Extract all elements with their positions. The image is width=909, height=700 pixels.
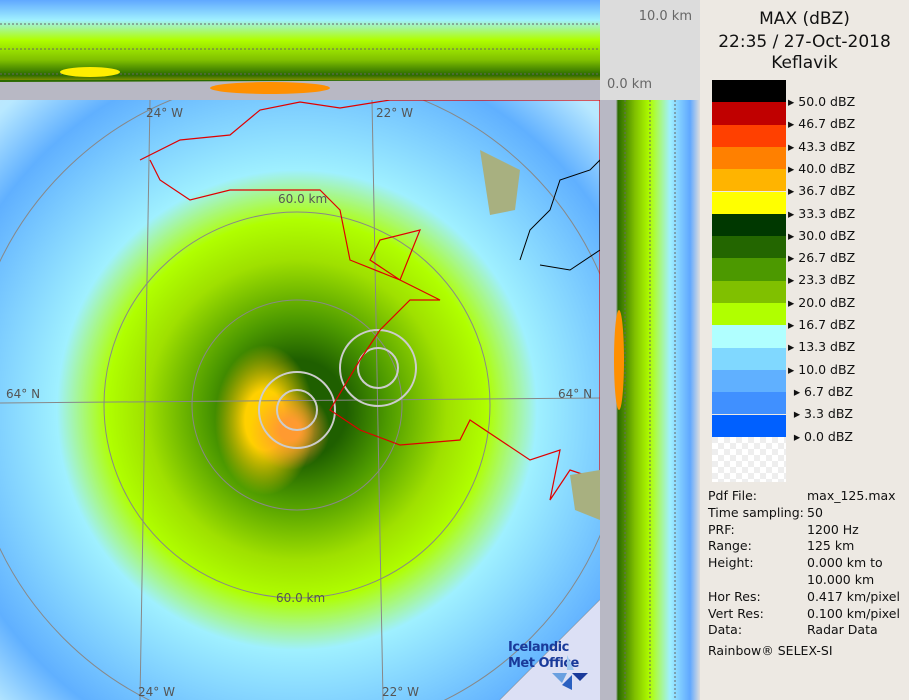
radar-map[interactable]: 24° W 22° W 60.0 km 64° N 64° N 60.0 km … [0, 100, 600, 700]
info-key: Vert Res: [708, 605, 764, 621]
info-key: Pdf File: [708, 488, 757, 503]
lon-label: 22° W [376, 106, 413, 120]
met-office-logo-icon [552, 655, 588, 690]
info-key: Height: [708, 555, 754, 571]
legend-swatch [712, 169, 786, 192]
legend-label: ▸ 46.7 dBZ [788, 116, 856, 132]
legend-label: ▸ 23.3 dBZ [788, 272, 856, 288]
legend-label: ▸ 20.0 dBZ [788, 294, 856, 310]
legend-label: ▸ 33.3 dBZ [788, 205, 856, 221]
legend-swatch [712, 258, 786, 281]
legend-swatch [712, 102, 786, 125]
info-value: 0.000 km to [807, 555, 883, 571]
legend-label: ▸ 30.0 dBZ [788, 227, 856, 243]
info-value: 10.000 km [807, 572, 875, 587]
site-name: Keflavik [771, 53, 838, 73]
legend-swatch [712, 347, 786, 370]
legend-label: ▸ 10.0 dBZ [788, 361, 856, 377]
cross-section-corner: 10.0 km 0.0 km [600, 0, 700, 100]
lon-label: 24° W [138, 685, 175, 699]
lon-label: 24° W [146, 106, 183, 120]
legend-swatch [712, 236, 786, 259]
product-title: MAX (dBZ) [759, 9, 850, 29]
datetime: 22:35 / 27-Oct-2018 [718, 32, 891, 52]
info-key: Time sampling: [708, 504, 804, 520]
legend-label: ▸ 50.0 dBZ [788, 94, 856, 109]
legend-label: ▸ 6.7 dBZ [793, 383, 853, 399]
legend-swatch [712, 191, 786, 214]
info-value: 50 [807, 504, 823, 520]
cross-section-right [600, 100, 700, 700]
no-data-swatch [712, 437, 786, 482]
cross-section-top [0, 0, 600, 100]
legend-label: ▸ 13.3 dBZ [788, 339, 856, 355]
legend-label: ▸ 26.7 dBZ [788, 250, 856, 266]
lat-label: 64° N [558, 387, 593, 401]
legend-panel: MAX (dBZ) 22:35 / 27-Oct-2018 Keflavik ▸… [700, 0, 909, 700]
legend-label: ▸ 36.7 dBZ [788, 183, 856, 199]
info-value: max_125.max [807, 488, 896, 503]
ring-label: 60.0 km [278, 192, 328, 206]
logo: Icelandic Met Office [508, 640, 579, 671]
info-key: Hor Res: [708, 588, 761, 604]
legend-swatch [712, 369, 786, 393]
legend-swatch [712, 124, 786, 147]
info-value: Radar Data [807, 622, 878, 638]
legend-label: ▸ 3.3 dBZ [793, 406, 853, 422]
info-value: 0.100 km/pixel [807, 605, 900, 621]
info-value: 125 km [807, 538, 855, 554]
info-key: Data: [708, 622, 743, 638]
legend-swatch [712, 80, 786, 103]
info-value: 1200 Hz [807, 521, 859, 537]
height-top-label: 10.0 km [638, 9, 692, 24]
legend-swatch [712, 280, 786, 303]
legend-swatch [712, 146, 786, 170]
lon-label: 22° W [382, 685, 419, 699]
legend-swatch [712, 325, 786, 348]
footer: Rainbow® SELEX-SI [708, 643, 833, 658]
info-key: PRF: [708, 521, 735, 537]
legend-label: ▸ 0.0 dBZ [793, 428, 853, 444]
height-bottom-label: 0.0 km [607, 77, 652, 92]
legend-label: ▸ 43.3 dBZ [788, 138, 856, 154]
legend-label: ▸ 40.0 dBZ [788, 160, 856, 176]
ring-label: 60.0 km [276, 591, 326, 605]
legend-swatch [712, 392, 786, 415]
legend-swatch [712, 213, 786, 237]
legend-swatch [712, 414, 786, 437]
info-key: Range: [708, 538, 752, 554]
info-value: 0.417 km/pixel [807, 588, 900, 604]
legend-label: ▸ 16.7 dBZ [788, 317, 856, 332]
lat-label: 64° N [6, 387, 41, 401]
legend-swatch [712, 303, 786, 326]
